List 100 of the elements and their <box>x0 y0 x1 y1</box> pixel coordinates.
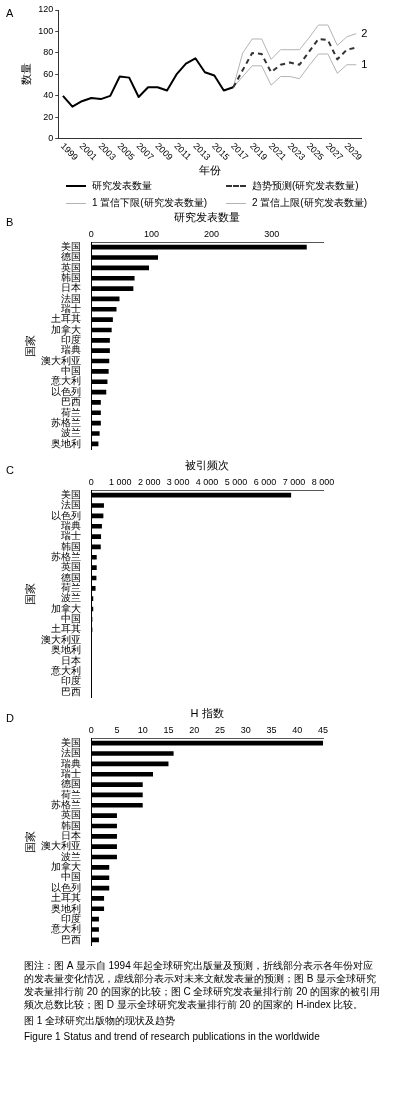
y-tick-label: 80 <box>43 47 54 58</box>
x-tick-label: 0 <box>88 725 94 736</box>
x-tick-label: 300 <box>264 229 280 240</box>
text: 图注：图 A 显示自 1994 年起全球研究出版量及预测，折线部分表示各年份对应的发表量变化情况，虚线部分表示对未来文献发表量的预测；图 B 显示全球研究发表量排行前 20 的国家的比较；图 C 全球研究发表量排行前 20 的国家的被引用频次总数比较；图 D 显示全球研究发表量排行前 20 的国家的 H-index 比较。 <box>24 959 381 1011</box>
y-tick-label: 瑞典 <box>61 757 82 769</box>
y-tick-label: 韩国 <box>61 819 82 831</box>
y-tick-label: 奥地利 <box>51 902 82 914</box>
y-axis-title: 国家 <box>23 582 36 605</box>
x-tick-label: 7 000 <box>282 477 306 488</box>
y-tick-label: 日本 <box>61 282 82 294</box>
x-axis-title: 研究发表数量 <box>174 210 241 223</box>
y-tick-label: 瑞典 <box>61 344 82 356</box>
x-axis-title: H 指数 <box>190 706 224 719</box>
y-tick-label: 60 <box>43 68 54 79</box>
y-tick-label: 英国 <box>61 809 82 821</box>
y-tick-label: 美国 <box>61 240 82 252</box>
y-tick-label: 20 <box>43 111 54 122</box>
y-tick-label: 荷兰 <box>61 406 82 418</box>
y-tick-label: 中国 <box>61 613 82 625</box>
y-tick-label: 加拿大 <box>51 323 82 335</box>
legend-label: 2 置信上限(研究发表数量) <box>252 197 367 209</box>
x-tick-label: 10 <box>137 725 148 736</box>
y-tick-label: 韩国 <box>61 540 82 552</box>
x-tick-label: 5 000 <box>224 477 248 488</box>
y-tick-label: 苏格兰 <box>51 799 82 811</box>
y-tick-label: 澳大利亚 <box>41 840 82 852</box>
y-axis-title: 国家 <box>23 334 36 357</box>
x-tick-label: 3 000 <box>166 477 190 488</box>
x-tick-label: 40 <box>292 725 303 736</box>
y-tick-label: 以色列 <box>51 509 82 521</box>
y-tick-label: 以色列 <box>51 385 82 397</box>
x-tick-label: 35 <box>266 725 277 736</box>
x-tick-label: 6 000 <box>253 477 277 488</box>
y-tick-label: 印度 <box>61 912 82 924</box>
y-tick-label: 法国 <box>61 292 82 304</box>
y-tick-label: 波兰 <box>61 850 82 862</box>
y-tick-label: 中国 <box>61 871 82 883</box>
legend-label: 趋势预测(研究发表数量) <box>252 180 359 192</box>
y-tick-label: 法国 <box>61 747 82 759</box>
chart-title: D <box>6 711 14 724</box>
x-tick-label: 4 000 <box>195 477 219 488</box>
y-tick-label: 巴西 <box>61 685 82 697</box>
y-tick-label: 澳大利亚 <box>41 354 82 366</box>
y-tick-label: 荷兰 <box>61 582 82 594</box>
annotation: 2 <box>361 26 368 39</box>
y-tick-label: 奥地利 <box>51 644 82 656</box>
y-tick-label: 瑞士 <box>61 530 82 542</box>
y-tick-label: 日本 <box>61 654 82 666</box>
y-tick-label: 德国 <box>61 571 82 583</box>
chart-title: A <box>6 6 14 19</box>
y-axis-title: 国家 <box>23 830 36 853</box>
y-tick-label: 苏格兰 <box>51 551 82 563</box>
x-tick-label: 2 000 <box>137 477 161 488</box>
y-tick-label: 美国 <box>61 488 82 500</box>
x-tick-label: 8 000 <box>311 477 335 488</box>
caption: 图 1 全球研究出版物的现状及趋势 <box>24 1014 177 1027</box>
x-tick-label: 15 <box>163 725 174 736</box>
y-tick-label: 苏格兰 <box>51 416 82 428</box>
y-tick-label: 法国 <box>61 499 82 511</box>
x-tick-label: 20 <box>189 725 200 736</box>
y-tick-label: 德国 <box>61 251 82 263</box>
y-tick-label: 100 <box>38 25 54 36</box>
y-tick-label: 中国 <box>61 365 82 377</box>
x-axis-title: 被引频次 <box>185 458 230 471</box>
x-tick-label: 0 <box>88 229 94 240</box>
y-tick-label: 德国 <box>61 778 82 790</box>
x-tick-label: 30 <box>240 725 251 736</box>
y-tick-label: 加拿大 <box>51 861 82 873</box>
x-tick-label: 45 <box>317 725 329 736</box>
y-tick-label: 日本 <box>61 830 82 842</box>
y-tick-label: 澳大利亚 <box>41 633 82 645</box>
x-tick-label: 100 <box>143 229 159 240</box>
y-tick-label: 土耳其 <box>51 623 82 635</box>
chart-title: C <box>6 463 14 476</box>
y-tick-label: 印度 <box>61 675 82 687</box>
caption: Figure 1 Status and trend of research publications in the worldwide <box>24 1030 321 1043</box>
x-tick-label: 0 <box>88 477 94 488</box>
y-tick-label: 以色列 <box>51 881 82 893</box>
y-tick-label: 0 <box>48 133 54 144</box>
y-tick-label: 瑞士 <box>61 767 82 779</box>
y-tick-label: 意大利 <box>50 664 82 676</box>
y-tick-label: 韩国 <box>61 271 82 283</box>
y-tick-label: 土耳其 <box>51 892 82 904</box>
x-tick-label: 25 <box>214 725 225 736</box>
y-tick-label: 瑞士 <box>61 303 82 315</box>
y-tick-label: 意大利 <box>50 375 82 387</box>
x-tick-label: 1 000 <box>108 477 132 488</box>
y-tick-label: 120 <box>38 4 54 15</box>
x-tick-label: 5 <box>114 725 120 736</box>
y-tick-label: 印度 <box>61 334 82 346</box>
y-tick-label: 美国 <box>61 736 82 748</box>
y-tick-label: 波兰 <box>61 427 82 439</box>
y-tick-label: 奥地利 <box>51 437 82 449</box>
y-tick-label: 巴西 <box>61 933 82 945</box>
y-tick-label: 波兰 <box>61 592 82 604</box>
y-axis-title: 数量 <box>19 63 32 86</box>
y-tick-label: 土耳其 <box>51 313 82 325</box>
x-axis-title: 年份 <box>198 164 221 177</box>
y-tick-label: 荷兰 <box>61 788 82 800</box>
legend-label: 1 置信下限(研究发表数量) <box>92 197 207 209</box>
